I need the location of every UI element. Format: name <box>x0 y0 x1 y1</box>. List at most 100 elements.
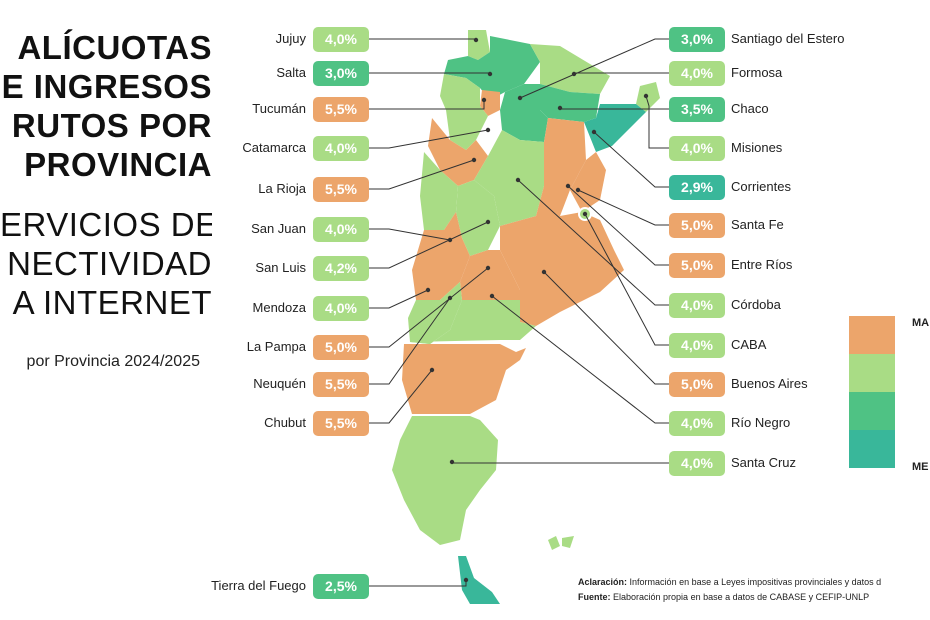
label-corrientes: Corrientes <box>731 179 791 194</box>
region-santafe <box>536 118 586 216</box>
label-santa-cruz: Santa Cruz <box>731 455 797 470</box>
region-buenosaires <box>500 212 624 326</box>
leader-dot-san-luis <box>485 219 491 225</box>
region-chaco <box>540 84 600 122</box>
badge-neuquen: 5,5% <box>313 372 369 397</box>
leader-tierra-del-fuego <box>369 580 467 587</box>
subtitle-line: ERVICIOS DE <box>0 206 212 243</box>
badge-santiago-del-estero: 3,0% <box>669 27 725 52</box>
region-chubut <box>402 344 526 414</box>
leader-mendoza <box>369 289 429 309</box>
leader-san-juan <box>369 228 451 241</box>
label-la-pampa: La Pampa <box>246 339 306 354</box>
region-tierradelfuego <box>458 556 500 604</box>
badge-misiones: 4,0% <box>669 136 725 161</box>
badge-chubut: 5,5% <box>313 411 369 436</box>
region-misiones <box>636 82 660 112</box>
legend-top-label: MA <box>912 317 930 329</box>
leader-dot-jujuy <box>473 37 479 43</box>
badge-rio-negro: 4,0% <box>669 411 725 436</box>
period-label: por Provincia 2024/2025 <box>26 353 200 370</box>
leader-tucuman <box>369 100 485 110</box>
badge-jujuy: 4,0% <box>313 27 369 52</box>
label-caba: CABA <box>731 337 767 352</box>
label-chubut: Chubut <box>264 415 306 430</box>
label-tucuman: Tucumán <box>252 101 306 116</box>
title-line: ALÍCUOTAS <box>17 29 212 66</box>
leader-dot-buenos-aires <box>541 269 547 275</box>
leader-dot-santa-cruz <box>449 459 455 465</box>
note-fuente-text: Elaboración propia en base a datos de CA… <box>613 592 870 602</box>
leader-dot-rio-negro <box>489 293 495 299</box>
legend-swatch-light-green <box>849 354 895 392</box>
region-sanjuan <box>420 152 458 230</box>
label-san-juan: San Juan <box>251 221 306 236</box>
leader-dot-caba <box>582 211 588 217</box>
title-line: E INGRESOS <box>1 68 212 105</box>
leader-la-rioja <box>369 159 475 190</box>
legend-bottom-label: ME <box>912 461 929 473</box>
leader-santiago-del-estero <box>519 38 669 99</box>
label-santa-fe: Santa Fe <box>731 217 784 232</box>
label-buenos-aires: Buenos Aires <box>731 376 808 391</box>
subtitle-line: NECTIVIDAD <box>7 245 212 282</box>
leader-dot-chubut <box>429 367 435 373</box>
leader-caba <box>584 213 669 346</box>
badge-cordoba: 4,0% <box>669 293 725 318</box>
region-santacruz <box>392 416 498 545</box>
badge-mendoza: 4,0% <box>313 296 369 321</box>
region-lapampa <box>460 250 520 300</box>
region-tucuman <box>480 90 500 116</box>
leader-catamarca <box>369 129 489 149</box>
leader-dot-formosa <box>571 71 577 77</box>
label-san-luis: San Luis <box>255 260 306 275</box>
leader-dot-chaco <box>557 105 563 111</box>
leader-dot-mendoza <box>425 287 431 293</box>
region-entrerios <box>570 152 606 212</box>
badge-entre-rios: 5,0% <box>669 253 725 278</box>
badge-chaco: 3,5% <box>669 97 725 122</box>
leader-cordoba <box>517 179 669 306</box>
label-la-rioja: La Rioja <box>258 181 306 196</box>
region-catamarca <box>440 74 488 150</box>
leader-dot-tierra-del-fuego <box>463 577 469 583</box>
leader-san-luis <box>369 221 489 269</box>
badge-formosa: 4,0% <box>669 61 725 86</box>
note-aclaracion-label: Aclaración: <box>578 577 628 587</box>
leader-dot-san-juan <box>447 237 453 243</box>
region-larioja <box>428 118 488 186</box>
leader-chubut <box>369 369 433 424</box>
badge-salta: 3,0% <box>313 61 369 86</box>
label-santiago-del-estero: Santiago del Estero <box>731 31 845 46</box>
page-title: ALÍCUOTAS E INGRESOS RUTOS POR PROVINCIA <box>0 28 212 184</box>
region-formosa <box>530 44 610 94</box>
leader-dot-santiago-del-estero <box>517 95 523 101</box>
leader-santa-fe <box>577 189 669 226</box>
badge-santa-cruz: 4,0% <box>669 451 725 476</box>
region-salta <box>444 36 540 100</box>
leader-corrientes <box>593 131 669 188</box>
leader-dot-catamarca <box>485 127 491 133</box>
leader-jujuy <box>369 38 477 40</box>
label-formosa: Formosa <box>731 65 783 80</box>
region-cordoba <box>474 130 544 226</box>
leader-dot-neuquen <box>447 295 453 301</box>
leader-dot-corrientes <box>591 129 597 135</box>
region-corrientes <box>584 104 646 152</box>
badge-buenos-aires: 5,0% <box>669 372 725 397</box>
region-mendoza <box>412 212 470 300</box>
title-area: ALÍCUOTAS E INGRESOS RUTOS POR PROVINCIA… <box>0 0 212 620</box>
note-aclaracion: Aclaración: Información en base a Leyes … <box>578 577 881 587</box>
legend-swatch-teal <box>849 430 895 468</box>
leader-dot-entre-rios <box>565 183 571 189</box>
leader-dot-la-pampa <box>485 265 491 271</box>
label-rio-negro: Río Negro <box>731 415 791 430</box>
badge-la-pampa: 5,0% <box>313 335 369 360</box>
leader-rio-negro <box>491 295 669 424</box>
leader-dot-tucuman <box>481 97 487 103</box>
badge-corrientes: 2,9% <box>669 175 725 200</box>
badge-san-luis: 4,2% <box>313 256 369 281</box>
region-santiago <box>500 84 548 142</box>
note-fuente-label: Fuente: <box>578 592 611 602</box>
